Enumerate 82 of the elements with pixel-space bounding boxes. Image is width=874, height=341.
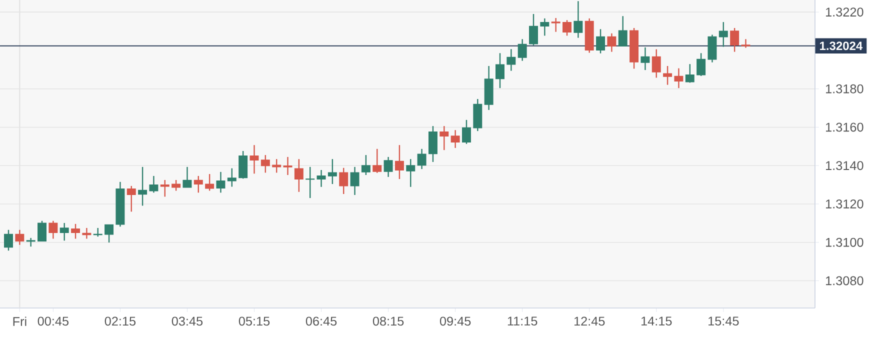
candlestick <box>361 154 370 176</box>
x-tick-label: 06:45 <box>306 316 337 326</box>
candlestick <box>518 38 527 62</box>
candlestick <box>562 20 572 36</box>
candlestick <box>462 119 471 145</box>
y-tick-label: 1.3160 <box>826 122 864 132</box>
candlestick <box>250 144 259 174</box>
candlestick <box>540 18 550 36</box>
y-tick-label: 1.3120 <box>826 199 864 208</box>
x-tick-label: 15:45 <box>708 316 739 326</box>
x-tick-label: 14:15 <box>641 316 672 326</box>
y-tick-label: 1.3180 <box>826 84 864 94</box>
candlestick <box>350 166 360 196</box>
x-tick-label: Fri <box>13 316 26 326</box>
candlestick <box>316 169 326 188</box>
candlestick <box>339 167 348 195</box>
candlestick <box>48 220 58 240</box>
candlestick <box>741 38 750 48</box>
candlestick <box>674 68 684 89</box>
candlestick <box>663 65 672 86</box>
candlestick <box>652 48 661 78</box>
x-tick-label: 03:45 <box>172 316 203 326</box>
candlestick <box>372 148 382 174</box>
candlestick <box>138 166 148 206</box>
candlestick <box>238 150 248 180</box>
x-tick-label: 12:45 <box>574 316 605 326</box>
x-tick-label: 02:15 <box>104 316 136 326</box>
candlestick <box>718 21 728 48</box>
x-tick-label: 05:15 <box>238 316 270 326</box>
candlestick <box>384 156 393 178</box>
candlestick <box>205 173 214 192</box>
candlestick <box>618 16 628 47</box>
candlestick <box>260 154 270 174</box>
candlestick <box>272 158 282 174</box>
candlestick <box>496 52 504 89</box>
candlestick <box>126 185 136 212</box>
candlestick <box>104 224 114 244</box>
candlestick <box>172 179 181 192</box>
candlestick <box>640 46 650 71</box>
candlestick <box>596 28 606 54</box>
candlestick <box>38 220 47 242</box>
candlestick <box>450 129 460 149</box>
candlestick <box>182 166 192 188</box>
candlestick <box>440 125 449 151</box>
candlestick <box>328 158 337 185</box>
candlestick <box>406 158 416 188</box>
candlestick <box>730 27 740 52</box>
candlestick <box>473 98 482 132</box>
y-tick-label: 1.3140 <box>826 161 864 170</box>
candlestick <box>216 171 226 194</box>
candlestick <box>417 148 426 170</box>
candlestick <box>551 17 560 32</box>
x-tick-label: 08:15 <box>372 316 404 326</box>
candlestick <box>607 32 616 52</box>
y-tick-label: 1.3220 <box>826 8 864 17</box>
candlestick <box>26 237 36 248</box>
x-tick-label: 00:45 <box>38 316 69 326</box>
candlestick <box>227 168 236 188</box>
candlestick <box>194 175 203 194</box>
candlestick <box>82 227 92 240</box>
x-tick-label: 11:15 <box>508 316 538 326</box>
x-tick-label: 09:45 <box>440 316 471 326</box>
candlestick <box>160 179 170 198</box>
candlestick <box>149 175 158 194</box>
candlestick <box>574 0 583 38</box>
candlestick <box>708 34 717 63</box>
candlestick <box>294 158 304 192</box>
y-tick-label: 1.3080 <box>826 276 864 286</box>
candlestick <box>15 229 24 246</box>
candlestick <box>4 229 13 252</box>
candlestick <box>394 144 404 180</box>
candlestick <box>529 13 538 46</box>
candlestick <box>685 63 694 84</box>
candlestick <box>506 48 516 72</box>
candlestick <box>71 223 80 240</box>
candlestick <box>283 156 292 176</box>
candlestick <box>306 166 315 199</box>
candlestick <box>60 222 69 242</box>
ref-line-label: 1.32024 <box>820 42 863 50</box>
y-tick-label: 1.3100 <box>826 238 864 247</box>
candlestick <box>696 52 706 77</box>
candlestick <box>428 125 438 163</box>
